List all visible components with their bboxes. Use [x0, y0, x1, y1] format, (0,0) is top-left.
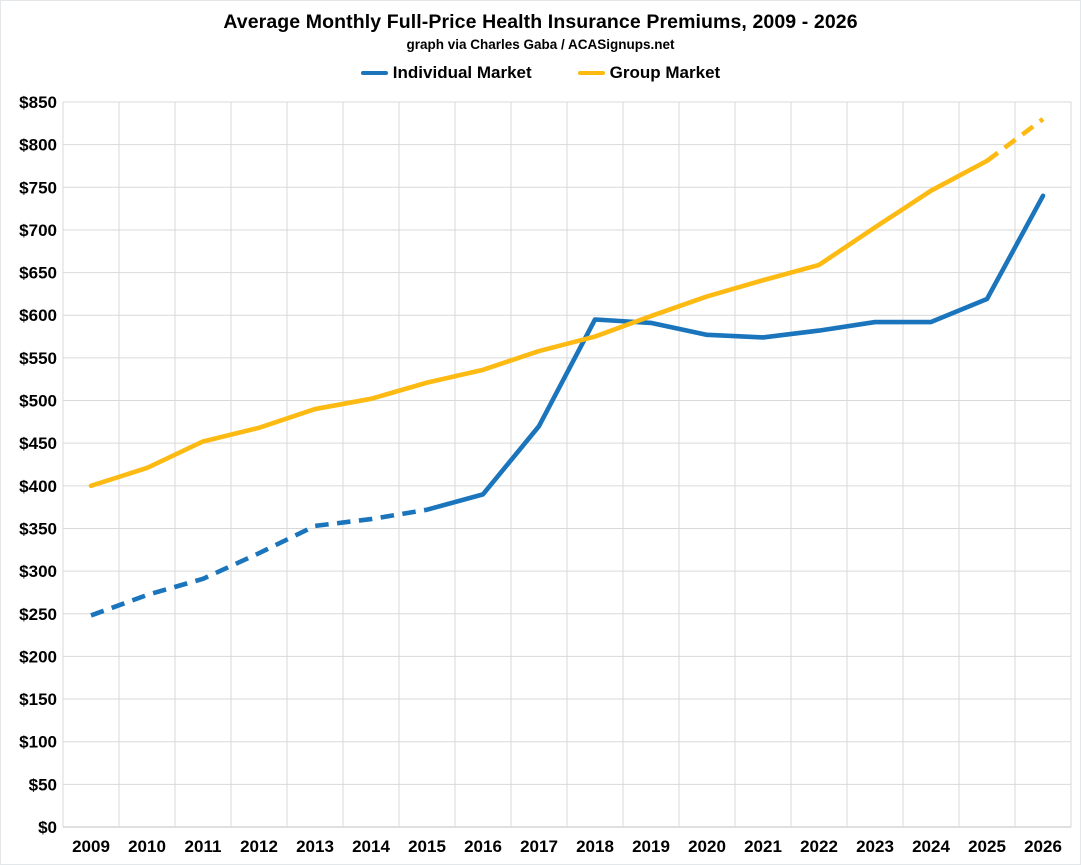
x-axis-tick-label: 2019 — [632, 837, 670, 856]
dashed-line-segment — [90, 507, 428, 618]
y-axis-tick-label: $400 — [19, 477, 57, 496]
y-axis-tick-label: $500 — [19, 392, 57, 411]
y-axis-tick-label: $350 — [19, 519, 57, 538]
y-axis-tick-label: $800 — [19, 136, 57, 155]
x-axis-tick-label: 2010 — [128, 837, 166, 856]
dashed-line-segment — [985, 117, 1045, 163]
y-axis-tick-label: $700 — [19, 221, 57, 240]
x-axis-tick-label: 2016 — [464, 837, 502, 856]
x-axis-tick-label: 2021 — [744, 837, 782, 856]
y-axis-labels: $0 $50 $100 $150 $200 $250 $300 $350 $400 $450 $50… — [19, 93, 57, 837]
x-axis-tick-label: 2013 — [296, 837, 334, 856]
chart-title: Average Monthly Full-Price Health Insura… — [223, 11, 858, 33]
x-axis-tick-label: 2022 — [800, 837, 838, 856]
y-axis-tick-label: $550 — [19, 349, 57, 368]
x-axis-tick-label: 2012 — [240, 837, 278, 856]
chart-subtitle: graph via Charles Gaba / ACASignups.net — [406, 37, 675, 52]
x-axis-tick-label: 2017 — [520, 837, 558, 856]
x-axis-tick-label: 2015 — [408, 837, 446, 856]
legend-label-individual-market: Individual Market — [392, 63, 532, 82]
y-axis-tick-label: $0 — [38, 818, 57, 837]
series-line-group-market — [88, 117, 1045, 489]
x-axis-labels: 2009 2010 2011 2012 2013 2014 2015 2016 2017 2018… — [72, 837, 1062, 856]
x-axis-tick-label: 2018 — [576, 837, 614, 856]
series-line-individual-market — [90, 193, 1046, 618]
y-axis-tick-label: $100 — [19, 733, 57, 752]
x-axis-tick-label: 2023 — [856, 837, 894, 856]
y-axis-tick-label: $200 — [19, 647, 57, 666]
x-axis-tick-label: 2025 — [968, 837, 1006, 856]
x-axis-tick-label: 2024 — [912, 837, 950, 856]
x-axis-tick-label: 2026 — [1024, 837, 1062, 856]
individual-market-line-swatch-icon — [360, 70, 388, 76]
y-axis-tick-label: $250 — [19, 605, 57, 624]
y-axis-tick-label: $300 — [19, 562, 57, 581]
x-axis-tick-label: 2020 — [688, 837, 726, 856]
group-market-line-swatch-icon — [577, 70, 605, 76]
gridlines — [62, 101, 1072, 828]
legend-item-group-market: Group Market — [577, 63, 721, 83]
legend-label-group-market: Group Market — [609, 63, 721, 82]
y-axis-tick-label: $650 — [19, 264, 57, 283]
y-axis-tick-label: $600 — [19, 306, 57, 325]
chart-legend: Individual Market Group Market — [1, 63, 1080, 83]
x-axis-tick-label: 2014 — [352, 837, 390, 856]
x-axis-tick-label: 2009 — [72, 837, 110, 856]
solid-line-segment — [424, 193, 1046, 513]
solid-line-segment — [88, 158, 990, 489]
x-axis-tick-label: 2011 — [185, 837, 222, 856]
y-axis-tick-label: $50 — [29, 775, 57, 794]
y-axis-tick-label: $150 — [19, 690, 57, 709]
y-axis-tick-label: $750 — [19, 178, 57, 197]
y-axis-tick-label: $850 — [19, 93, 57, 112]
y-axis-tick-label: $450 — [19, 434, 57, 453]
legend-item-individual-market: Individual Market — [360, 63, 532, 83]
